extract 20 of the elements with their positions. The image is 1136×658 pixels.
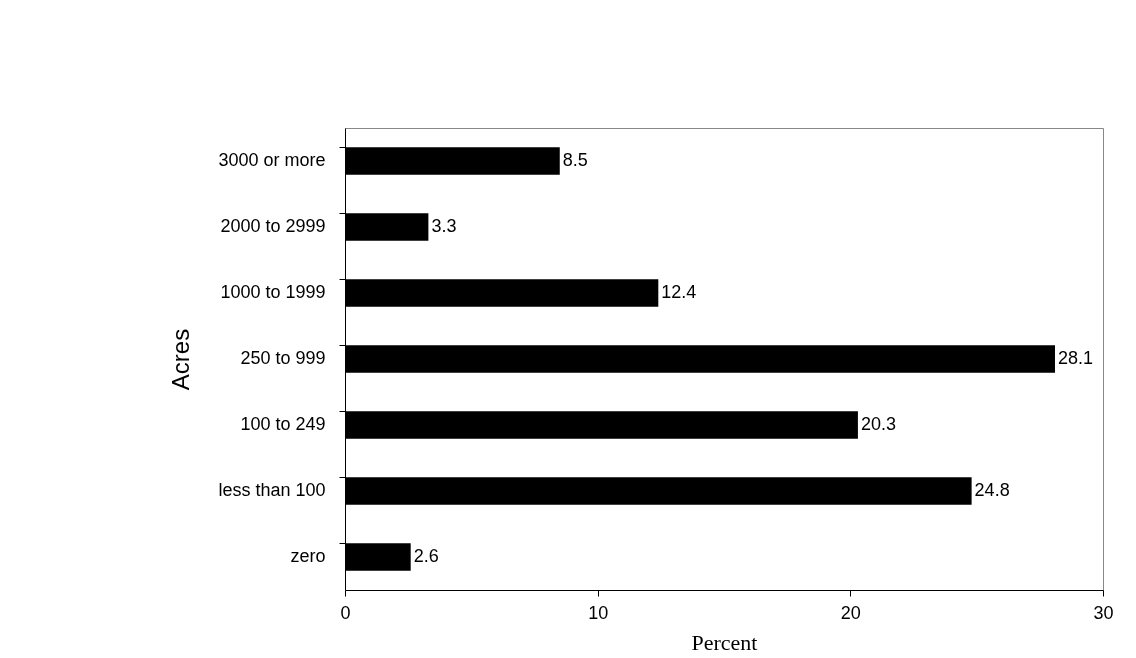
x-tick-label: 20 — [840, 602, 861, 623]
y-tick-label: 2000 to 2999 — [220, 216, 326, 236]
x-tick-label: 0 — [340, 602, 351, 623]
y-tick-label: 1000 to 1999 — [220, 282, 326, 302]
y-tick-label: 3000 or more — [218, 150, 326, 170]
x-axis-title: Percent — [691, 629, 758, 655]
y-tick-label: 250 to 999 — [240, 348, 326, 368]
data-label: 8.5 — [562, 150, 588, 170]
data-label: 24.8 — [974, 480, 1010, 500]
y-tick-label: less than 100 — [218, 480, 326, 500]
y-tick-label: 100 to 249 — [240, 414, 326, 434]
data-label: 28.1 — [1057, 348, 1094, 368]
data-label: 20.3 — [860, 414, 896, 434]
y-tick-label: zero — [290, 546, 326, 566]
data-label: 2.6 — [413, 546, 439, 566]
data-label: 12.4 — [661, 282, 697, 302]
x-tick-label: 10 — [588, 602, 609, 623]
data-label: 3.3 — [431, 216, 457, 236]
y-axis-title: Acres — [167, 328, 195, 391]
x-tick-label: 30 — [1093, 602, 1114, 623]
